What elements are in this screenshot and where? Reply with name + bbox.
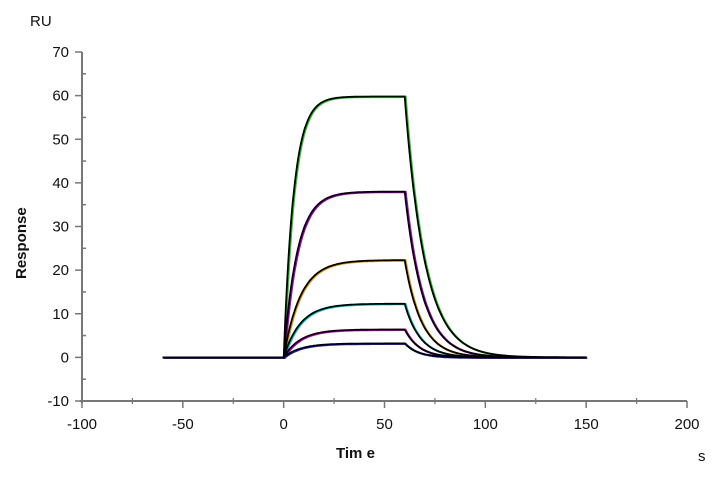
y-axis-title: Response [13, 207, 30, 279]
x-tick-label: 100 [473, 416, 498, 433]
data-curves [162, 95, 588, 359]
y-tick-label: 30 [52, 219, 69, 236]
y-tick-label: 50 [52, 131, 69, 148]
y-unit-label: RU [30, 13, 52, 30]
x-tick-label: 50 [376, 416, 393, 433]
data-curve [163, 342, 588, 359]
fit-curve [162, 95, 587, 359]
y-tick-label: 70 [52, 44, 69, 61]
y-tick-label: 60 [52, 88, 69, 105]
y-tick-label: 10 [52, 306, 69, 323]
y-tick-label: 40 [52, 175, 69, 192]
x-tick-label: 200 [674, 416, 699, 433]
data-curve [163, 95, 588, 359]
y-tick-label: -10 [47, 393, 69, 410]
data-curve [163, 191, 588, 359]
x-tick-label: -100 [67, 416, 97, 433]
fit-curve [162, 342, 587, 359]
x-tick-label: -50 [172, 416, 194, 433]
x-tick-label: 0 [279, 416, 287, 433]
y-tick-label: 20 [52, 262, 69, 279]
x-tick-label: 150 [574, 416, 599, 433]
y-tick-label: 0 [61, 349, 69, 366]
x-unit-label: s [698, 448, 706, 465]
x-axis-title: Tim e [336, 445, 375, 462]
fit-curve [162, 190, 587, 359]
